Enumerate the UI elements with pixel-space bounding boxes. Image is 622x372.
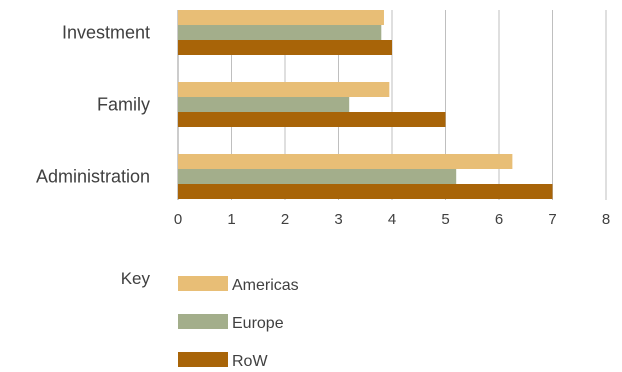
x-tick-label: 4 bbox=[388, 211, 396, 228]
category-label: Administration bbox=[36, 167, 150, 187]
x-tick-label: 7 bbox=[548, 211, 556, 228]
x-tick-label: 3 bbox=[334, 211, 342, 228]
bar-row-family bbox=[178, 112, 446, 127]
x-tick-label: 1 bbox=[227, 211, 235, 228]
x-tick-label: 8 bbox=[602, 211, 610, 228]
x-tick-label: 6 bbox=[495, 211, 503, 228]
legend-swatch-row bbox=[178, 352, 228, 367]
bar-americas-family bbox=[178, 82, 390, 97]
legend-label-europe: Europe bbox=[232, 315, 284, 332]
bar-row-investment bbox=[178, 40, 392, 55]
x-tick-label: 5 bbox=[441, 211, 449, 228]
bar-europe-family bbox=[178, 97, 350, 112]
bar-europe-investment bbox=[178, 25, 382, 40]
bar-row-administration bbox=[178, 184, 553, 199]
legend-swatch-americas bbox=[178, 276, 228, 291]
legend-label-row: RoW bbox=[232, 353, 268, 370]
category-label: Family bbox=[97, 95, 150, 115]
x-tick-label: 2 bbox=[281, 211, 289, 228]
legend-swatch-europe bbox=[178, 314, 228, 329]
x-tick-label: 0 bbox=[174, 211, 182, 228]
legend-label-americas: Americas bbox=[232, 277, 299, 294]
legend-title: Key bbox=[121, 269, 151, 288]
bar-americas-investment bbox=[178, 10, 384, 25]
bar-americas-administration bbox=[178, 154, 513, 169]
bar-europe-administration bbox=[178, 169, 457, 184]
category-label: Investment bbox=[62, 23, 150, 43]
